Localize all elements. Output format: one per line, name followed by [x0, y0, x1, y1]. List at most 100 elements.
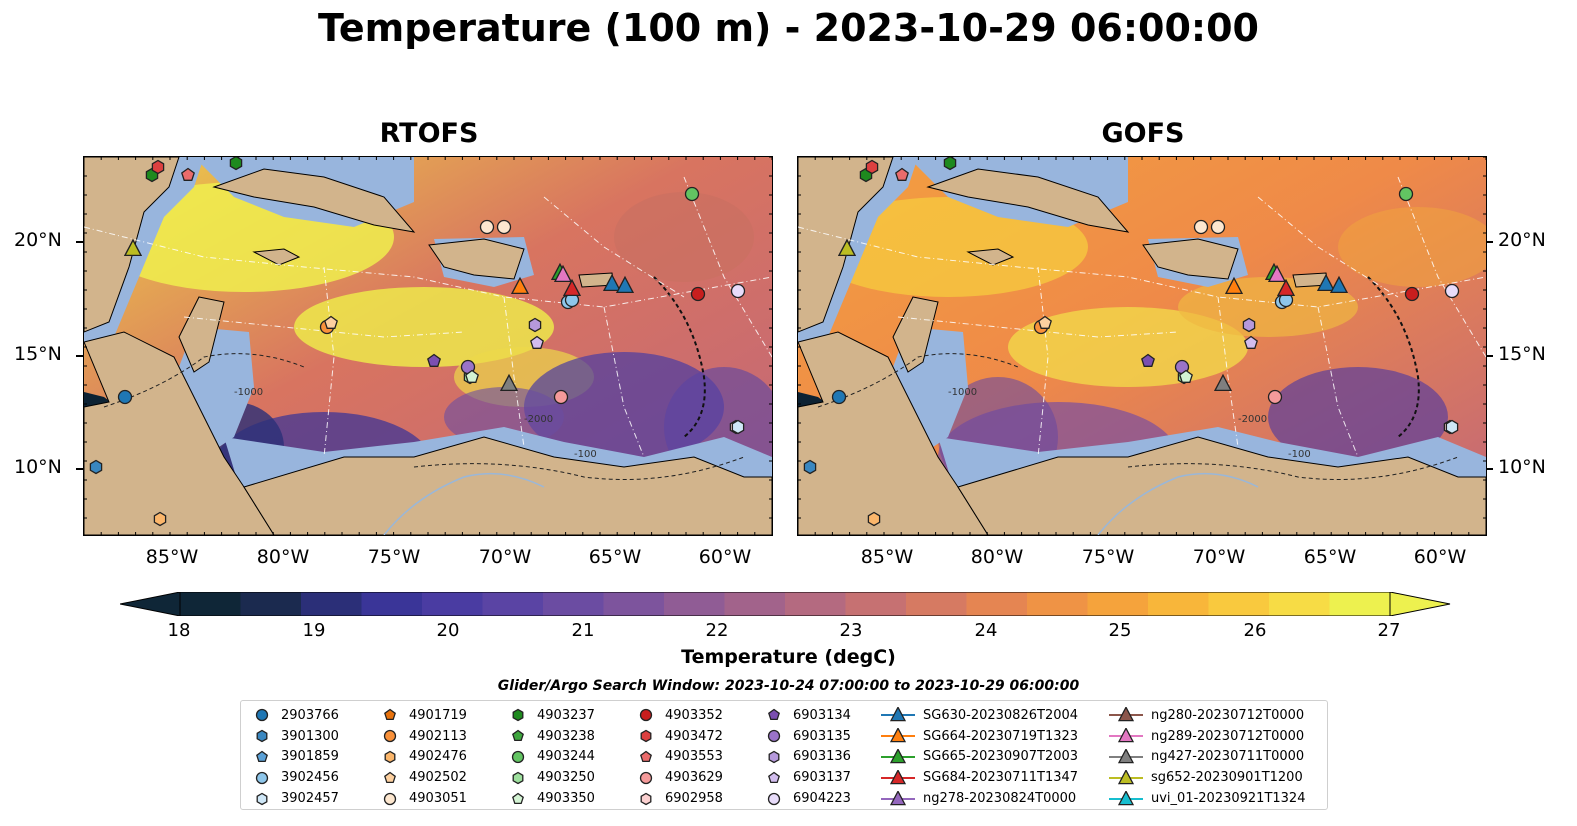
legend-symbol [889, 707, 907, 722]
panel-title-gofs: GOFS [1101, 118, 1185, 149]
legend-item: SG664-20230719T1323 [881, 726, 1078, 747]
map-gofs[interactable]: -1000 -100 -2000 [797, 156, 1487, 536]
map-canvas: -1000 -100 -2000 [84, 157, 772, 535]
float-marker [730, 283, 746, 299]
legend-marker-triangle-icon [881, 748, 915, 764]
colorbar-bin [361, 592, 423, 616]
legend-label: SG630-20230826T2004 [923, 707, 1079, 723]
legend-marker-circle-icon [767, 792, 781, 805]
legend-symbol [768, 771, 780, 783]
bathymetry-contour [1367, 276, 1420, 438]
temperature-field [614, 192, 754, 282]
lat-label-10n-right: 10°N [1498, 456, 1546, 478]
legend-symbol [889, 748, 907, 764]
legend-label: 6902958 [665, 791, 723, 807]
legend-symbol [1117, 728, 1135, 743]
legend-column: ng280-20230712T0000 ng289-20230712T0000 ng… [1109, 705, 1305, 809]
legend-item: 4902113 [379, 726, 467, 747]
bathymetry-contour [1127, 456, 1459, 480]
tick [76, 468, 83, 470]
yucatan [178, 296, 225, 373]
legend-symbol [640, 792, 652, 805]
legend-label: 4903237 [537, 707, 595, 723]
lon-label-85w-a: 85°W [145, 546, 199, 568]
float-marker [1316, 273, 1336, 292]
legend-label: 2903766 [281, 707, 339, 723]
legend-item: SG665-20230907T2003 [881, 747, 1078, 768]
legend-symbol [256, 750, 268, 763]
legend-item: 6904223 [763, 788, 851, 809]
cuba [212, 168, 416, 233]
colorbar-tick-19: 19 [302, 620, 326, 641]
legend-symbol [383, 792, 397, 805]
colorbar-label: Temperature (degC) [681, 646, 896, 668]
legend-marker-hexagon-icon [512, 771, 524, 785]
legend-label: SG664-20230719T1323 [923, 728, 1079, 744]
legend-symbol [1117, 748, 1135, 764]
yucatan [892, 296, 939, 373]
legend-symbol [384, 750, 396, 764]
float-marker [690, 286, 706, 302]
float-marker [510, 276, 530, 295]
svg-text:-1000: -1000 [234, 387, 263, 398]
legend-marker-hexagon-icon [256, 729, 268, 743]
legend-item: 4902502 [379, 767, 467, 788]
map-rtofs[interactable]: -1000 -100 -2000 [83, 156, 773, 536]
float-marker [151, 159, 165, 175]
legend-marker-triangle-icon [1109, 707, 1143, 722]
float-marker [1179, 369, 1193, 383]
legend-symbol [639, 709, 653, 722]
colorbar-max-extend [1389, 592, 1451, 616]
legend-symbol [512, 792, 524, 804]
legend-column: 4903352 4903472 4903553 4903629 6902958 [635, 705, 723, 809]
legend-item: sg652-20230901T1200 [1109, 767, 1305, 788]
legend-label: 3902457 [281, 791, 339, 807]
legend-symbol [383, 730, 397, 743]
hispaniola [1142, 238, 1239, 280]
tick [1486, 241, 1493, 243]
jamaica [966, 248, 1015, 266]
legend-marker-hexagon-icon [256, 792, 268, 805]
legend-symbol [639, 771, 653, 784]
legend-label: 4903051 [409, 791, 467, 807]
float-marker [1444, 283, 1460, 299]
colorbar-bin [1208, 592, 1270, 616]
legend-label: ng289-20230712T0000 [1151, 728, 1305, 744]
figure-title: Temperature (100 m) - 2023-10-29 06:00:0… [317, 6, 1259, 50]
lat-label-15n-left: 15°N [14, 343, 62, 365]
legend-symbol [640, 729, 652, 743]
jamaica [252, 248, 301, 266]
legend-item: 4903553 [635, 747, 723, 768]
float-marker [499, 373, 519, 392]
float-marker [602, 273, 622, 292]
svg-text:-100: -100 [574, 449, 597, 460]
legend-label: 6903135 [793, 728, 851, 744]
legend-label: 4903350 [537, 791, 595, 807]
legend-marker-pentagon-icon [512, 729, 524, 742]
legend-label: ng278-20230824T0000 [923, 791, 1077, 807]
lon-label-80w-b: 80°W [970, 546, 1024, 568]
lat-label-20n-right: 20°N [1498, 229, 1546, 251]
legend-marker-hexagon-icon [640, 729, 652, 743]
legend-symbol [889, 769, 907, 785]
legend-label: 4902502 [409, 770, 467, 786]
legend-symbol [255, 771, 269, 784]
float-marker [684, 186, 700, 202]
lon-label-65w-b: 65°W [1303, 546, 1357, 568]
float-marker [530, 335, 544, 349]
legend-item: 4901719 [379, 705, 467, 726]
lon-label-70w-a: 70°W [478, 546, 532, 568]
float-marker [615, 275, 635, 294]
legend-symbol [1117, 769, 1135, 785]
legend-label: 4901719 [409, 707, 467, 723]
glider-marker-sg652 [123, 238, 143, 257]
legend-marker-hexagon-icon [768, 750, 780, 764]
legend-marker-pentagon-icon [768, 771, 780, 783]
legend-item: 4903237 [507, 705, 595, 726]
colorbar-bin [906, 592, 968, 616]
legend-item: 6903135 [763, 726, 851, 747]
colorbar-bin [180, 592, 242, 616]
lat-label-20n-left: 20°N [14, 229, 62, 251]
hispaniola [428, 238, 525, 280]
south-america [957, 436, 1486, 535]
